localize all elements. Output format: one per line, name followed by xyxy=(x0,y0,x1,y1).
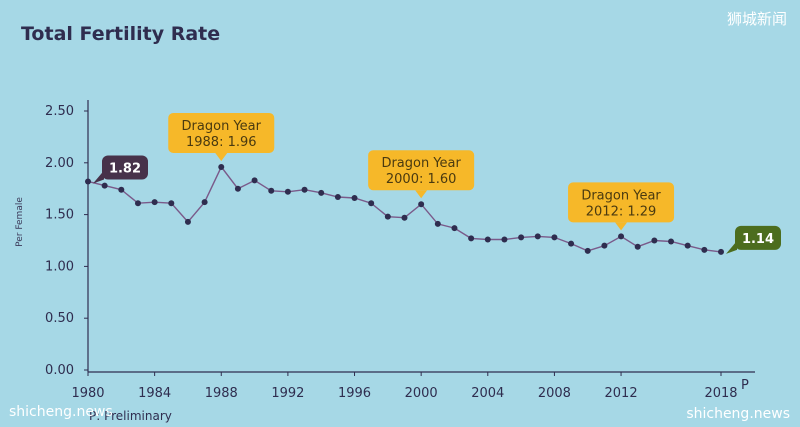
x-tick-labels: 1980 1984 1988 1992 1996 2000 2004 2008 2012 2018… xyxy=(71,372,749,401)
data-point xyxy=(634,243,641,250)
callout-value: 1988: 1.96 xyxy=(186,135,257,150)
data-point xyxy=(601,242,608,249)
x-tick-label: 2012 xyxy=(605,386,638,401)
data-point xyxy=(718,248,724,255)
data-point xyxy=(434,220,441,227)
data-point xyxy=(101,182,108,189)
data-point xyxy=(334,193,341,200)
data-point xyxy=(251,177,258,184)
data-point xyxy=(418,201,425,208)
data-point xyxy=(318,189,325,196)
data-point xyxy=(568,240,575,247)
callout-title: Dragon Year xyxy=(581,188,661,203)
data-point xyxy=(618,233,625,240)
data-point xyxy=(401,214,408,221)
badge-pointer xyxy=(726,240,737,254)
data-point xyxy=(534,233,541,240)
badge-box xyxy=(102,155,148,180)
data-point xyxy=(684,242,691,249)
data-point xyxy=(268,187,275,194)
callout-box xyxy=(168,112,275,153)
data-point xyxy=(468,235,475,242)
data-point xyxy=(85,178,91,185)
data-point xyxy=(184,218,191,225)
y-tick-label: 2.50 xyxy=(45,104,74,119)
y-tick-labels: 0.00 0.50 1.00 1.50 2.00 2.50 xyxy=(45,104,88,378)
x-tick-label: 1980 xyxy=(71,386,104,401)
x-tick-label: 2008 xyxy=(538,386,571,401)
data-point xyxy=(168,200,175,207)
data-point xyxy=(284,188,291,195)
callout-pointer xyxy=(215,152,228,161)
data-point xyxy=(484,236,491,243)
watermark-bottom-left: shicheng.news xyxy=(9,404,113,420)
data-point xyxy=(351,195,358,202)
x-tick-label: 2018 xyxy=(704,386,737,401)
data-point xyxy=(384,213,391,220)
callout-box xyxy=(568,182,675,223)
watermark-bottom-right: shicheng.news xyxy=(686,406,790,422)
data-point xyxy=(584,247,591,254)
y-tick-label: 1.50 xyxy=(45,208,74,223)
x-tick-label: 1988 xyxy=(205,386,238,401)
data-point xyxy=(551,234,558,241)
x-tick-label: 1992 xyxy=(271,386,304,401)
tfr-series xyxy=(85,163,724,255)
callout-title: Dragon Year xyxy=(381,156,461,171)
endpoint-badges: 1.82 1.14 xyxy=(93,155,781,254)
data-point xyxy=(701,246,708,253)
watermark-top-right: 狮城新闻 xyxy=(727,10,787,28)
data-point xyxy=(518,234,525,241)
x-tick-suffix: P xyxy=(741,378,749,393)
callout-value: 2012: 1.29 xyxy=(586,204,657,219)
data-point xyxy=(301,186,308,193)
callout-pointer xyxy=(415,190,428,199)
data-point xyxy=(501,236,508,243)
data-point xyxy=(668,238,675,245)
badge-box xyxy=(735,225,781,250)
y-tick-label: 0.00 xyxy=(45,363,74,378)
badge-pointer xyxy=(93,170,104,184)
data-point xyxy=(368,200,375,207)
chart-title: Total Fertility Rate xyxy=(21,23,220,45)
callout-pointer xyxy=(615,222,628,231)
data-point xyxy=(651,237,658,244)
badge-label: 1.14 xyxy=(742,232,774,247)
x-tick-label: 2000 xyxy=(405,386,438,401)
data-point xyxy=(234,185,241,192)
y-tick-label: 2.00 xyxy=(45,156,74,171)
x-tick-label: 2004 xyxy=(471,386,504,401)
callout-title: Dragon Year xyxy=(182,119,262,134)
preliminary-footnote: P: Preliminary xyxy=(89,409,172,423)
data-point xyxy=(451,225,458,232)
x-tick-label: 1996 xyxy=(338,386,371,401)
data-point xyxy=(134,200,141,207)
callout-value: 2000: 1.60 xyxy=(386,172,457,187)
callout-box xyxy=(368,150,475,191)
y-tick-label: 1.00 xyxy=(45,259,74,274)
data-point xyxy=(151,199,158,206)
data-point xyxy=(201,199,208,206)
data-point xyxy=(118,186,125,193)
data-point xyxy=(218,163,225,170)
x-tick-label: 1984 xyxy=(138,386,171,401)
y-tick-label: 0.50 xyxy=(45,311,74,326)
y-axis-label: Per Female xyxy=(15,197,25,247)
badge-label: 1.82 xyxy=(109,161,141,176)
